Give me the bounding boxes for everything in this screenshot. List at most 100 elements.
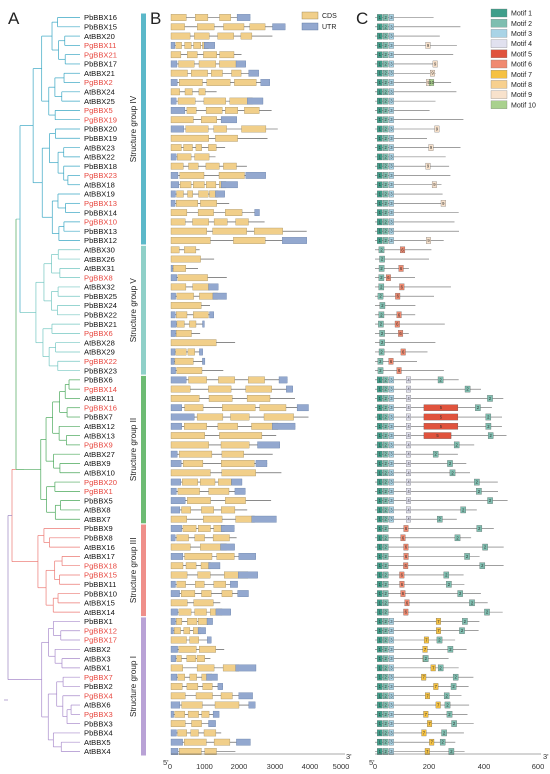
cds-block (259, 404, 287, 412)
motif-number: 5 (440, 405, 443, 410)
cds-block (201, 116, 217, 124)
motif-block (388, 227, 394, 235)
motif-number: 2 (448, 582, 451, 587)
phylogenetic-tree (4, 17, 80, 752)
cds-block (170, 692, 186, 700)
gene-label: AtBBX7 (84, 515, 111, 524)
motif-block (377, 135, 383, 142)
motif-number: 6 (402, 535, 405, 540)
motif-block (464, 553, 470, 560)
cds-block (208, 487, 230, 495)
motif-number: 2 (385, 619, 388, 624)
cds-block (181, 506, 191, 514)
motif-block (388, 748, 394, 755)
motif-block (388, 627, 394, 634)
motif-block (382, 543, 389, 551)
motif-block (447, 646, 454, 653)
motif-number: 9 (427, 238, 430, 243)
motif-legend-swatch (490, 19, 508, 28)
motif-block (382, 738, 389, 746)
motif-number: 1 (379, 554, 382, 559)
motif-block (382, 711, 389, 718)
gene-label: PbBBX9 (84, 524, 113, 533)
motif-block (379, 339, 385, 346)
motif-number: 6 (405, 526, 408, 531)
motif-number: 2 (385, 693, 388, 698)
motif-block (382, 69, 389, 77)
cds-block (187, 618, 198, 625)
gene-label: AtBBX29 (84, 348, 115, 357)
gene-label: PgBBX8 (84, 273, 113, 282)
motif-block (382, 218, 389, 226)
motif-number: 2 (435, 452, 438, 457)
cds-block (174, 357, 194, 365)
motif-block (377, 515, 383, 523)
cds-block (244, 107, 260, 114)
gene-label: PgBBX22 (84, 357, 117, 366)
motif-number: 3 (390, 693, 393, 698)
motif-block (382, 478, 389, 486)
cds-block (230, 413, 250, 421)
utr-block (206, 673, 218, 681)
motif-number: 1 (379, 526, 382, 531)
structure-group-label: Structure group III (129, 538, 138, 604)
motif-block (377, 23, 383, 31)
gene-label: PbBBX5 (84, 496, 113, 505)
motif-number: 4 (407, 377, 410, 382)
motif-block (423, 711, 429, 718)
motif-block (382, 608, 389, 616)
motif-block (382, 646, 389, 653)
motif-number: 7 (425, 638, 428, 643)
cds-block (170, 116, 194, 124)
cds-block (213, 738, 231, 746)
cds-block (184, 42, 192, 49)
motif-block (406, 441, 411, 449)
gene-label: AtBBX27 (84, 450, 115, 459)
motif-block (474, 478, 480, 486)
motif-block (425, 692, 430, 700)
motif-number: 1 (379, 99, 382, 104)
cds-block (184, 404, 204, 412)
utr-block (202, 320, 205, 328)
motif-block (388, 478, 394, 486)
motif-legend-label: Motif 8 (511, 82, 532, 89)
cds-block (249, 23, 266, 31)
motif-block (388, 692, 394, 700)
conserved-motif-panel: 1 2 31 2 31 2 31 2 3 91 2 31 2 3 91 2 3 91 2 3 9 101 2 31 2 31 2 31… (375, 14, 508, 755)
motif-number: 1 (379, 647, 382, 652)
motif-number: 2 (450, 749, 453, 754)
utr-block (220, 181, 238, 189)
motif-number: 3 (390, 703, 393, 708)
cds-block (179, 450, 213, 458)
motif-number: 3 (390, 647, 393, 652)
motif-number: 9 (431, 71, 434, 76)
utr-block (197, 627, 206, 635)
motif-number: 2 (484, 545, 487, 550)
motif-block (396, 311, 402, 319)
motif-block (388, 404, 394, 411)
gene-label: AtBBX8 (84, 506, 111, 515)
motif-number: 2 (385, 89, 388, 94)
motif-number: 3 (390, 34, 393, 39)
utr-block (170, 655, 176, 662)
motif-number: 2 (490, 433, 493, 438)
motif-block (377, 590, 383, 597)
cds-block (192, 283, 210, 291)
motif-block (382, 237, 389, 244)
motif-block (485, 423, 492, 430)
motif-block (388, 488, 394, 495)
motif-number: 2 (380, 284, 383, 289)
motif-number: 1 (379, 712, 382, 717)
motif-block (406, 395, 411, 402)
motif-number: 2 (385, 591, 388, 596)
gene-structure-panel (170, 14, 309, 755)
motif-block (462, 618, 468, 625)
motif-block (388, 135, 394, 142)
gene-label: PgBBX11 (84, 41, 116, 50)
cds-block (217, 32, 234, 40)
motif-block (377, 608, 383, 616)
motif-number: 2 (451, 470, 454, 475)
motif-number: 2 (385, 563, 388, 568)
motif-block (406, 432, 411, 439)
cds-block (218, 478, 232, 486)
